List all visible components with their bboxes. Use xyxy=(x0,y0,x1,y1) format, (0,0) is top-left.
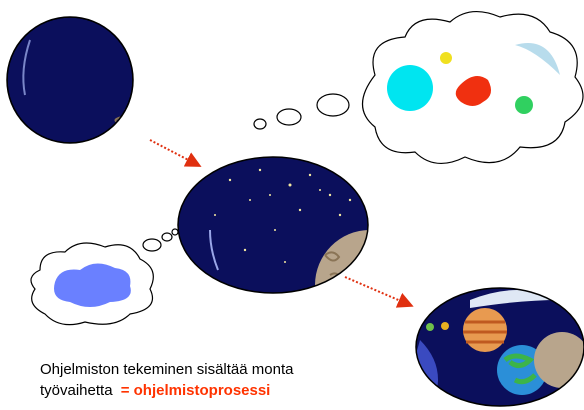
planet-icon xyxy=(387,65,433,111)
caption-line: työvaihetta = ohjelmistoprosessi xyxy=(40,382,270,399)
dark-planet xyxy=(7,17,203,198)
caption-highlight: = ohjelmistoprosessi xyxy=(121,382,271,399)
page: {"caption": {"line1": "Ohjelmiston tekem… xyxy=(0,0,584,410)
slide: Ohjelmiston tekeminen sisältää monta työ… xyxy=(0,0,584,410)
caption-line: Ohjelmiston tekeminen sisältää monta xyxy=(40,361,294,378)
caption-text: työvaihetta xyxy=(40,382,113,399)
arrow xyxy=(345,277,410,305)
planets-space xyxy=(400,288,584,410)
starry-space xyxy=(178,157,425,340)
planet-icon xyxy=(440,52,452,64)
arrow xyxy=(150,140,198,165)
planet-icon xyxy=(515,96,533,114)
